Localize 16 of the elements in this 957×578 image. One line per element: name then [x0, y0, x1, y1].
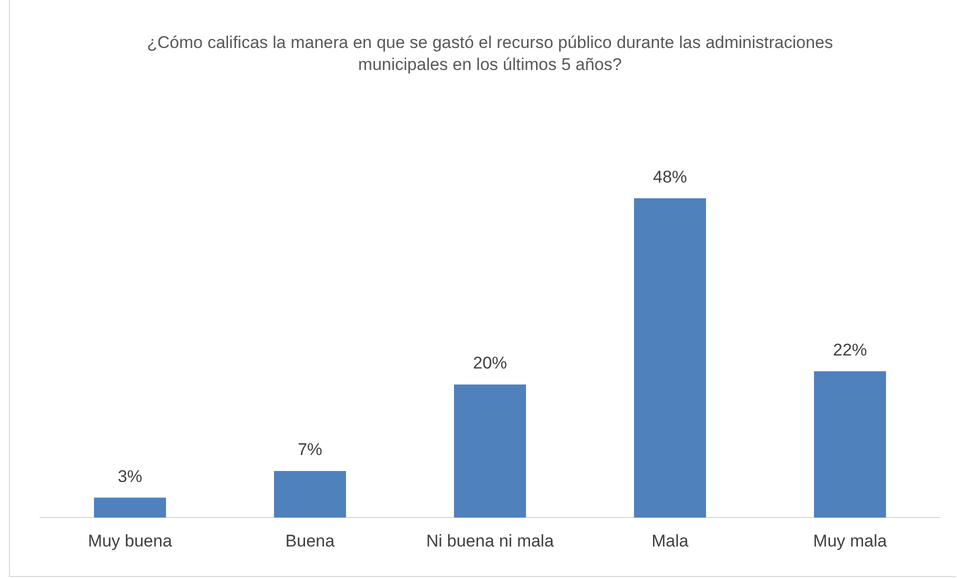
bar: [454, 384, 526, 518]
data-label: 20%: [472, 354, 508, 373]
chart-title: ¿Cómo calificas la manera en que se gastó el recurso público durante las administraciones municipales en los últimos 5 años?: [146, 32, 834, 76]
x-tick-label: Mala: [652, 531, 689, 550]
bar: [274, 471, 346, 518]
x-tick-label: Muy buena: [88, 531, 173, 550]
data-label: 3%: [118, 466, 142, 486]
x-tick-label: Ni buena ni mala: [426, 531, 554, 550]
data-label: 48%: [652, 167, 688, 186]
bar: [634, 198, 706, 518]
x-tick-label: Muy mala: [813, 531, 888, 550]
x-tick-label: Buena: [285, 531, 336, 550]
bar: [94, 498, 166, 518]
data-label: 22%: [832, 340, 868, 360]
bar: [814, 371, 886, 518]
data-label: 7%: [298, 440, 322, 460]
